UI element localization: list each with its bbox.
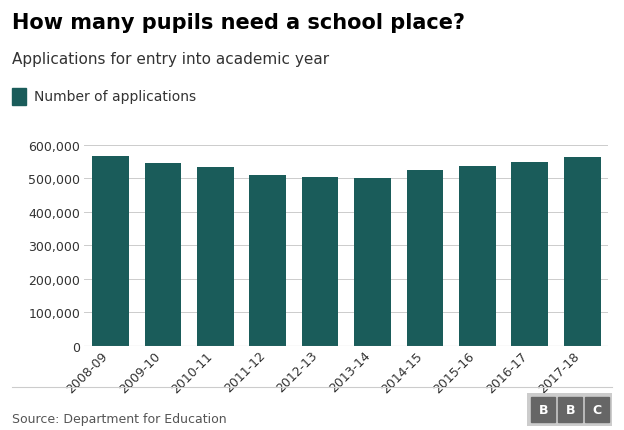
- Bar: [585, 396, 609, 422]
- Bar: [145, 163, 181, 346]
- Bar: [92, 157, 129, 346]
- Bar: [512, 162, 548, 346]
- Text: B: B: [565, 403, 575, 416]
- Bar: [407, 171, 443, 346]
- Bar: [354, 179, 391, 346]
- Bar: [532, 396, 555, 422]
- Bar: [302, 178, 338, 346]
- Text: Source: Department for Education: Source: Department for Education: [12, 412, 227, 425]
- Bar: [250, 175, 286, 346]
- Bar: [558, 396, 582, 422]
- Bar: [459, 167, 495, 346]
- Bar: [564, 158, 600, 346]
- Text: Number of applications: Number of applications: [34, 90, 196, 104]
- Text: Applications for entry into academic year: Applications for entry into academic yea…: [12, 52, 329, 67]
- Text: B: B: [539, 403, 548, 416]
- Text: C: C: [593, 403, 602, 416]
- Bar: [197, 168, 233, 346]
- Text: How many pupils need a school place?: How many pupils need a school place?: [12, 13, 466, 33]
